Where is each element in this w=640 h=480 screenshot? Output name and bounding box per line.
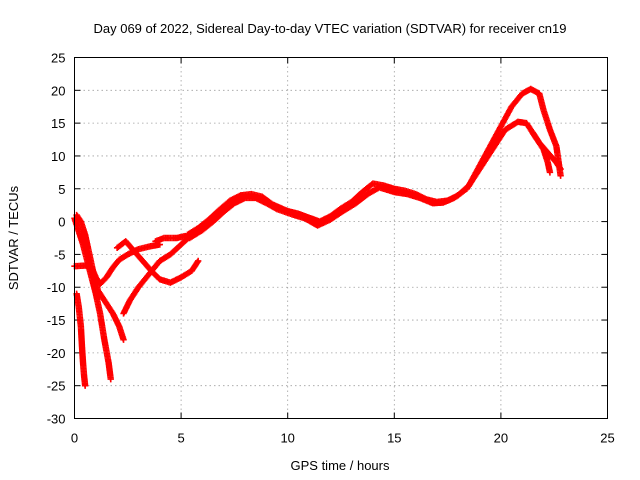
series-arc-b — [73, 211, 127, 343]
plot-frame — [74, 57, 608, 419]
y-tick-label: -15 — [47, 313, 66, 328]
x-tick-label: 5 — [177, 431, 184, 446]
x-tick-label: 20 — [494, 431, 508, 446]
data-points — [71, 85, 564, 389]
x-tick-label: 0 — [71, 431, 78, 446]
y-tick-label: 15 — [51, 116, 65, 131]
x-tick-labels: 0 5 10 15 20 25 — [71, 431, 615, 446]
y-tick-label: 5 — [58, 182, 65, 197]
data-point — [546, 169, 554, 176]
x-tick-label: 15 — [387, 431, 401, 446]
series-main-lower — [186, 118, 554, 242]
data-point — [557, 172, 564, 179]
y-tick-label: 10 — [51, 149, 65, 164]
y-tick-label: 25 — [51, 51, 65, 66]
y-tick-labels: -30 -25 -20 -15 -10 -5 0 5 10 15 20 25 — [47, 51, 66, 427]
y-tick-label: -20 — [47, 346, 66, 361]
data-point — [556, 164, 563, 171]
data-point — [194, 257, 202, 265]
y-tick-label: 20 — [51, 83, 65, 98]
data-point — [107, 375, 114, 383]
y-tick-label: 0 — [58, 215, 65, 230]
x-tick-label: 25 — [600, 431, 614, 446]
y-tick-label: -30 — [47, 412, 66, 427]
grid — [74, 57, 608, 419]
series-arc-h — [529, 129, 564, 173]
y-axis-label: SDTVAR / TECUs — [6, 185, 21, 290]
x-tick-label: 10 — [280, 431, 294, 446]
series-arc-d — [71, 241, 163, 288]
x-axis-label: GPS time / hours — [291, 458, 390, 473]
y-tick-label: -10 — [47, 280, 66, 295]
series-arc-c — [73, 290, 89, 389]
series-arc-f — [113, 238, 202, 286]
chart-title: Day 069 of 2022, Sidereal Day-to-day VTE… — [93, 21, 566, 36]
data-point — [81, 382, 89, 389]
data-point — [120, 336, 127, 343]
axis-ticks — [74, 57, 608, 419]
data-point — [557, 165, 564, 173]
y-tick-label: -5 — [54, 247, 66, 262]
y-tick-label: -25 — [47, 379, 66, 394]
series-arc-g — [152, 232, 189, 245]
series-main — [184, 85, 564, 238]
